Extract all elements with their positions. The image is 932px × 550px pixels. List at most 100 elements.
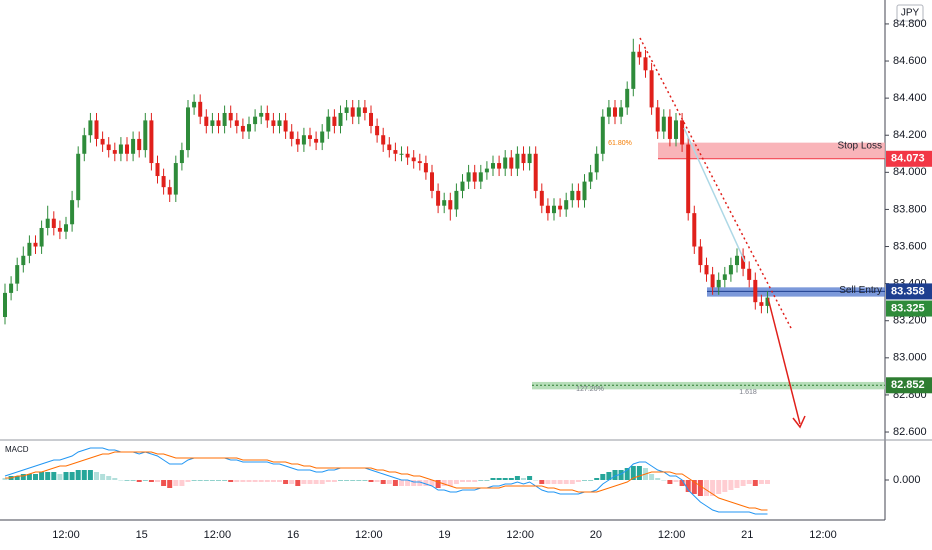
candle-body bbox=[613, 107, 617, 117]
y-tick-label: 84.000 bbox=[893, 166, 927, 178]
macd-histogram-bar bbox=[588, 480, 594, 481]
macd-histogram-bar bbox=[582, 480, 587, 481]
candle-body bbox=[491, 163, 495, 169]
macd-histogram-bar bbox=[374, 480, 380, 482]
macd-histogram-bar bbox=[63, 472, 69, 480]
macd-histogram-bar bbox=[270, 480, 276, 482]
candle-body bbox=[716, 279, 721, 288]
macd-histogram-bar bbox=[594, 478, 600, 480]
candle-body bbox=[472, 172, 477, 182]
candle-body bbox=[521, 153, 526, 164]
y-tick-label: 84.200 bbox=[893, 129, 927, 141]
macd-histogram-bar bbox=[649, 474, 655, 480]
macd-histogram-bar bbox=[222, 480, 228, 481]
candle-body bbox=[173, 163, 178, 195]
macd-histogram-bar bbox=[124, 480, 130, 481]
candle-body bbox=[277, 120, 282, 126]
candle-body bbox=[125, 144, 129, 154]
candle-body bbox=[216, 120, 221, 126]
candle-body bbox=[393, 150, 398, 154]
macd-histogram-bar bbox=[710, 480, 716, 496]
price-label: 82.852 bbox=[891, 379, 925, 391]
candle-body bbox=[320, 131, 325, 143]
macd-histogram-bar bbox=[399, 480, 404, 486]
candle-body bbox=[344, 107, 349, 113]
candle-body bbox=[661, 116, 666, 132]
x-tick-label: 15 bbox=[136, 529, 148, 541]
macd-histogram-bar bbox=[685, 480, 691, 492]
candle-body bbox=[210, 120, 215, 126]
arrow-head bbox=[792, 415, 806, 429]
fib-label: 127.20% bbox=[576, 386, 604, 393]
last-price-label: 83.325 bbox=[891, 302, 925, 314]
candle-body bbox=[369, 112, 373, 126]
macd-histogram-bar bbox=[655, 478, 661, 480]
candle-body bbox=[112, 150, 117, 154]
candle-body bbox=[33, 242, 38, 247]
price-label: 83.358 bbox=[891, 285, 925, 297]
candle-body bbox=[411, 157, 416, 162]
macd-histogram-bar bbox=[563, 480, 569, 484]
macd-histogram-bar bbox=[630, 466, 636, 480]
candle-body bbox=[45, 218, 50, 228]
candle-body bbox=[466, 172, 471, 182]
x-tick-label: 12:00 bbox=[658, 529, 686, 541]
macd-histogram-bar bbox=[728, 480, 734, 490]
candle-body bbox=[722, 274, 727, 280]
macd-histogram-bar bbox=[441, 480, 447, 486]
macd-histogram-bar bbox=[575, 480, 581, 482]
macd-histogram-bar bbox=[551, 480, 557, 484]
currency-box[interactable] bbox=[896, 4, 924, 22]
candle-body bbox=[106, 144, 111, 151]
level-label: Stop Loss bbox=[838, 140, 882, 151]
candle-body bbox=[198, 101, 203, 117]
macd-histogram-bar bbox=[289, 480, 295, 484]
macd-histogram-bar bbox=[417, 480, 423, 486]
macd-histogram-bar bbox=[429, 480, 435, 486]
macd-histogram-bar bbox=[264, 480, 270, 482]
candle-body bbox=[765, 297, 770, 306]
candle-body bbox=[643, 57, 648, 71]
macd-histogram-bar bbox=[2, 478, 8, 480]
macd-histogram-bar bbox=[704, 480, 709, 496]
y-tick-label: 82.600 bbox=[893, 426, 927, 438]
candle-body bbox=[582, 181, 587, 201]
candle-body bbox=[100, 138, 105, 145]
candle-body bbox=[667, 116, 672, 139]
y-tick-label: 84.400 bbox=[893, 92, 927, 104]
candle-body bbox=[564, 200, 569, 210]
candle-body bbox=[698, 246, 703, 266]
y-tick-label: 83.600 bbox=[893, 240, 927, 252]
candle-body bbox=[179, 150, 184, 164]
x-tick-label: 12:00 bbox=[204, 529, 232, 541]
candle-body bbox=[405, 153, 410, 158]
price-label-box bbox=[886, 150, 932, 167]
macd-histogram-bar bbox=[618, 470, 624, 480]
macd-histogram-bar bbox=[411, 480, 417, 486]
macd-histogram-bar bbox=[533, 480, 539, 481]
y-tick-label: 83.000 bbox=[893, 352, 927, 364]
candle-body bbox=[631, 51, 636, 89]
candle-body bbox=[143, 120, 148, 151]
candle-body bbox=[423, 163, 428, 173]
macd-histogram-bar bbox=[173, 480, 179, 486]
macd-histogram-bar bbox=[734, 480, 740, 488]
fib-label: 61.80% bbox=[608, 140, 632, 147]
fib-label: 1.618 bbox=[739, 389, 757, 396]
macd-histogram-bar bbox=[539, 480, 545, 484]
macd-histogram-bar bbox=[307, 480, 313, 484]
candle-body bbox=[674, 120, 678, 139]
macd-histogram-bar bbox=[380, 480, 386, 484]
candle-body bbox=[301, 135, 306, 145]
macd-histogram-bar bbox=[691, 480, 697, 494]
macd-histogram-bar bbox=[490, 478, 496, 480]
macd-histogram-bar bbox=[746, 480, 752, 484]
candle-body bbox=[234, 120, 239, 126]
candle-body bbox=[448, 200, 453, 210]
candle-body bbox=[539, 190, 544, 206]
candle-body bbox=[619, 107, 624, 117]
candle-body bbox=[326, 116, 331, 132]
candle-body bbox=[295, 138, 300, 145]
macd-histogram-bar bbox=[606, 472, 612, 480]
macd-histogram-bar bbox=[368, 480, 374, 482]
